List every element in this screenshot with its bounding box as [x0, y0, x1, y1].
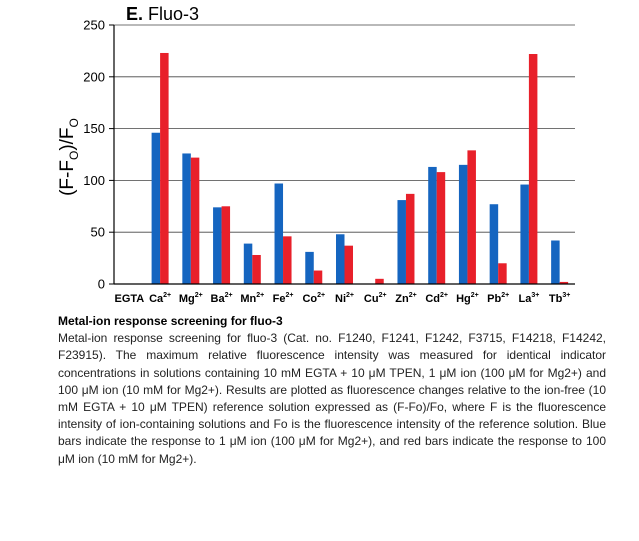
y-axis-label-sub2: O — [67, 118, 81, 127]
bar-s0-ni — [336, 234, 345, 284]
axes — [113, 25, 575, 285]
bar-s0-hg — [458, 164, 468, 284]
bar-s1-mn — [252, 254, 261, 284]
bar-s1-la — [528, 54, 538, 285]
bar-s0-mg — [182, 153, 191, 284]
bar-s1-fe — [283, 236, 292, 284]
chart-title-text: Fluo-3 — [148, 4, 199, 24]
bar-s0-mn — [243, 243, 253, 284]
bar-s0-la — [520, 184, 529, 284]
y-tick-label-200: 200 — [83, 69, 105, 84]
x-category-label-cu: Cu2+ — [364, 292, 387, 305]
x-category-label-zn: Zn2+ — [395, 292, 416, 305]
x-category-label-tb: Tb3+ — [549, 292, 570, 305]
y-tick-label-0: 0 — [98, 277, 105, 292]
chart-title-letter: E. — [126, 4, 143, 24]
y-axis-label-main: (F-F — [57, 160, 78, 196]
bar-s0-ca — [151, 132, 161, 284]
bar-s0-co — [305, 251, 314, 284]
y-tick-labels: 0 50 100 150 200 250 — [83, 18, 105, 292]
x-category-label-ni: Ni2+ — [335, 292, 354, 305]
y-axis-label: (F-FO)/FO — [57, 118, 81, 196]
y-tick-label-50: 50 — [91, 225, 105, 240]
bar-s1-pb — [498, 263, 507, 284]
x-category-label-hg: Hg2+ — [456, 292, 479, 305]
bar-s1-ca — [160, 52, 169, 284]
bar-s0-pb — [489, 204, 499, 284]
bar-s1-zn — [405, 193, 415, 284]
y-tick-label-250: 250 — [83, 18, 105, 33]
x-category-label-fe: Fe2+ — [273, 292, 294, 305]
bar-s1-cu — [375, 278, 384, 284]
bar-s0-zn — [397, 200, 406, 284]
x-category-label-cd: Cd2+ — [425, 292, 448, 305]
caption-title: Metal-ion response screening for fluo-3 — [58, 314, 283, 328]
bar-s0-fe — [274, 183, 284, 284]
x-category-label-la: La3+ — [518, 292, 539, 305]
x-category-label-pb: Pb2+ — [487, 292, 509, 305]
x-category-label-ba: Ba2+ — [211, 292, 233, 305]
x-category-label-ca: Ca2+ — [149, 292, 171, 305]
x-category-labels: EGTA Ca2+ Mg2+ Ba2+ Mn2+ Fe2+ Co2+ Ni2+ Cu2+ Zn2+… — [114, 292, 570, 305]
caption-body: Metal-ion response screening for fluo-3 … — [58, 331, 606, 466]
y-tick-label-150: 150 — [83, 121, 105, 136]
y-axis-label-mid: )/F — [57, 127, 78, 150]
y-tick-label-100: 100 — [83, 173, 105, 188]
bar-s1-co — [313, 270, 323, 284]
bar-s0-tb — [551, 240, 560, 284]
bar-s0-ba — [213, 207, 222, 284]
bar-s0-cd — [428, 166, 437, 284]
x-category-label-mn: Mn2+ — [240, 292, 264, 305]
bars — [151, 52, 569, 285]
x-category-label-egta: EGTA — [114, 293, 144, 305]
figure-caption: Metal-ion response screening for fluo-3 … — [58, 313, 606, 468]
bar-s1-mg — [190, 157, 200, 284]
bar-s1-hg — [467, 150, 476, 284]
x-category-label-co: Co2+ — [302, 292, 325, 305]
bar-s1-tb — [559, 281, 569, 284]
y-axis-label-sub: O — [67, 151, 81, 160]
bar-s1-ba — [221, 206, 231, 284]
x-category-label-mg: Mg2+ — [179, 292, 203, 305]
bar-s1-ni — [344, 245, 353, 284]
chart-title: E. Fluo-3 — [126, 4, 199, 24]
bar-s1-cd — [436, 172, 446, 284]
